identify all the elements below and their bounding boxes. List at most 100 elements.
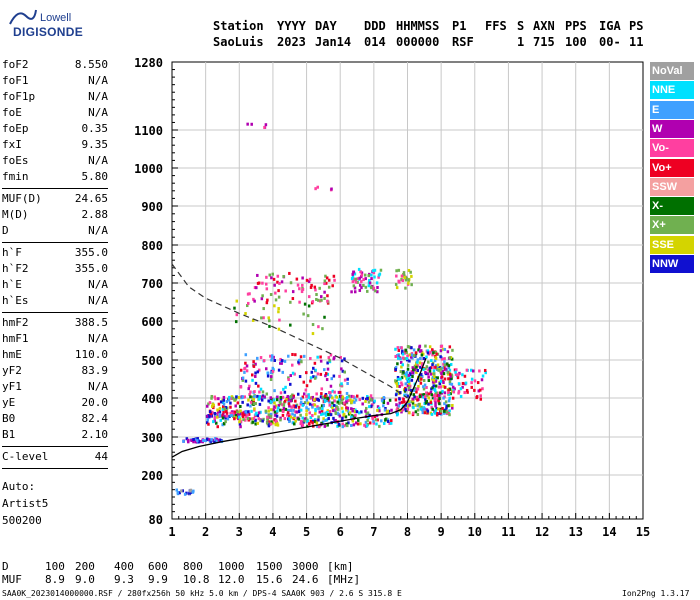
footer-value: 3000 [292,560,319,573]
echo-point [453,387,456,391]
echo-point [291,352,294,356]
echo-point [434,365,437,369]
param-name: hmF2 [2,316,29,329]
echo-point [338,390,342,394]
echo-point [345,395,349,399]
echo-point [350,400,353,404]
echo-point [282,406,286,410]
echo-point [407,399,410,403]
echo-point [269,375,273,379]
echo-point [337,413,340,417]
echo-point [367,284,371,288]
echo-point [317,425,321,429]
y-tick-label: 600 [141,315,163,329]
echo-point [206,414,209,418]
echo-point [237,411,240,415]
echo-point [431,396,435,400]
echo-point [400,381,403,385]
echo-point [277,406,280,410]
echo-point [475,396,478,400]
echo-point [245,369,249,373]
echo-point [336,424,339,428]
echo-point [225,411,229,415]
echo-point [216,438,220,442]
echo-point [368,279,371,283]
echo-point [401,372,404,376]
echo-point [423,411,427,415]
y-tick-label: 80 [149,513,163,527]
echo-point [433,396,437,400]
echo-point [476,381,480,385]
echo-point [399,370,403,374]
echo-point [185,491,188,495]
param-value: N/A [88,90,108,103]
echo-point [353,286,357,290]
echo-point [382,404,385,408]
echo-point [236,410,239,414]
echo-point [316,372,320,376]
echo-point [451,348,454,352]
echo-point [262,307,265,311]
header-label: S [517,19,525,33]
echo-point [448,368,452,372]
echo-point [438,366,441,370]
echo-point [443,385,447,389]
echo-point [274,404,278,408]
echo-point [341,422,344,426]
param-name: foF1 [2,74,29,87]
echo-point [265,392,269,396]
echo-point [317,407,320,411]
echo-point [294,353,297,357]
echo-point [298,375,302,379]
echo-point [265,421,269,425]
echo-point [370,277,373,281]
echo-point [370,398,373,402]
echo-point [354,398,358,402]
echo-point [366,411,370,415]
echo-point [433,411,437,415]
echo-point [176,490,180,494]
echo-point [226,417,230,421]
echo-point [197,440,201,444]
echo-point [478,369,481,373]
echo-point [241,415,245,419]
echo-point [332,274,336,278]
echo-point [280,359,284,363]
echo-point [418,349,422,353]
echo-point [221,423,224,427]
echo-point [439,391,442,395]
echo-point [287,402,291,406]
echo-point [451,385,455,389]
echo-point [420,362,424,366]
echo-point [336,407,340,411]
echo-point [318,410,322,414]
echo-point [320,295,323,299]
echo-point [396,375,400,379]
echo-point [336,406,339,410]
echo-point [288,415,291,419]
echo-point [301,395,305,399]
echo-point [410,283,413,287]
echo-point [346,424,349,428]
echo-point [221,407,225,411]
echo-point [325,276,329,280]
echo-point [406,345,410,349]
echo-point [340,359,344,363]
echo-point [434,409,437,413]
echo-point [265,367,268,371]
echo-point [222,398,226,402]
echo-point [411,366,415,370]
echo-point [412,406,415,410]
echo-point [340,383,343,387]
echo-point [329,413,333,417]
dashed-trace [171,263,408,399]
echo-point [248,393,251,397]
echo-point [377,273,381,277]
echo-point [372,286,376,290]
echo-point [231,412,235,416]
param-value: N/A [88,74,108,87]
param-name: foE [2,106,22,119]
echo-point [224,420,227,424]
echo-point [423,383,427,387]
echo-point [253,299,256,303]
